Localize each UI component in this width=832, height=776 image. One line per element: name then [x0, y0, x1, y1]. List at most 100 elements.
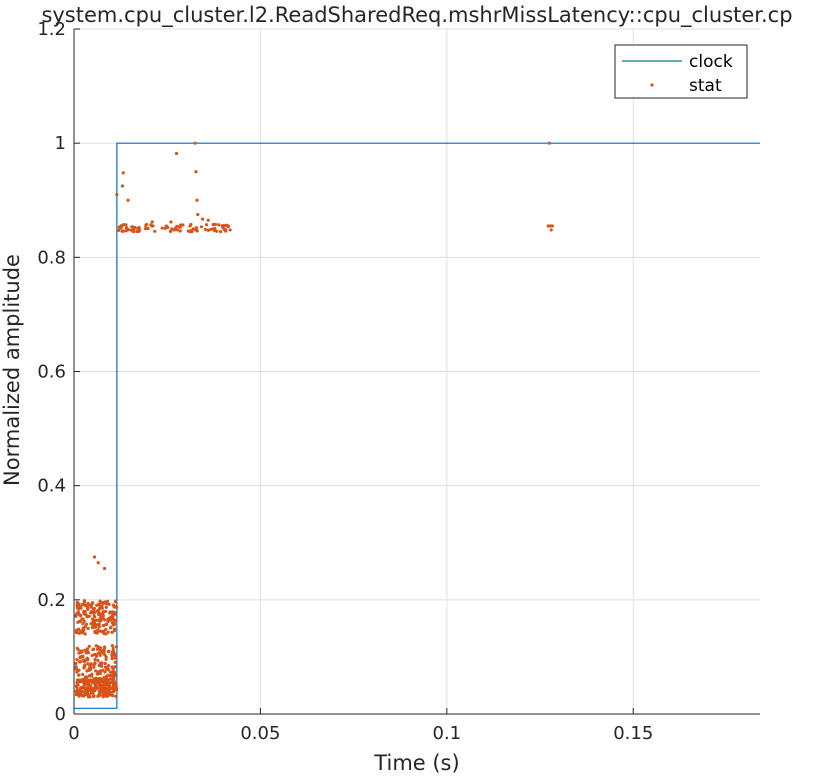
stat-point	[104, 657, 108, 662]
stat-point	[105, 680, 109, 684]
stat-point	[74, 667, 78, 671]
stat-point	[160, 226, 164, 230]
stat-point	[124, 223, 128, 227]
legend-stat-swatch	[650, 83, 654, 87]
stat-point	[81, 617, 85, 621]
stat-point	[218, 229, 223, 234]
stat-point	[111, 612, 115, 616]
stat-point	[78, 650, 83, 655]
stat-point	[77, 627, 81, 631]
stat-point	[124, 226, 129, 230]
stat-point	[206, 228, 210, 232]
stat-point	[189, 229, 193, 233]
stat-point	[93, 661, 97, 665]
stat-point	[102, 645, 107, 649]
stat-point	[92, 555, 97, 559]
stat-point	[204, 223, 209, 227]
stat-point	[104, 675, 109, 680]
stat-point	[137, 228, 142, 233]
stat-point	[86, 662, 90, 666]
stat-point	[98, 685, 102, 689]
stat-point	[172, 228, 176, 232]
stat-point	[89, 611, 93, 615]
stat-point	[107, 685, 112, 689]
stat-point	[89, 605, 93, 609]
y-tick-label: 0.6	[37, 362, 66, 383]
stat-point	[101, 668, 105, 672]
stat-point	[114, 681, 118, 685]
stat-point	[111, 674, 115, 678]
stat-point	[168, 229, 173, 233]
stat-point	[101, 614, 105, 618]
stat-point	[78, 678, 82, 682]
stat-point	[81, 672, 85, 676]
stat-point	[211, 223, 215, 227]
stat-point	[82, 619, 86, 624]
stat-point	[223, 228, 228, 232]
stat-point	[199, 225, 204, 229]
stat-point	[193, 141, 197, 145]
stat-point	[112, 681, 116, 686]
stat-point	[163, 226, 167, 230]
stat-point	[94, 676, 98, 680]
stat-point	[120, 229, 124, 233]
stat-point	[114, 656, 118, 660]
stat-point	[90, 617, 95, 621]
stat-point	[93, 657, 97, 662]
stat-point	[228, 228, 232, 232]
stat-point	[124, 229, 128, 233]
stat-point	[103, 694, 108, 698]
stat-point	[114, 645, 119, 649]
stat-point	[137, 226, 141, 230]
stat-point	[76, 683, 80, 687]
stat-point	[111, 693, 115, 698]
stat-point	[181, 223, 185, 227]
stat-point	[82, 659, 87, 664]
stat-point	[546, 224, 550, 228]
stat-point	[90, 653, 94, 657]
stat-point	[100, 604, 104, 608]
stat-point	[105, 599, 110, 603]
stat-point	[103, 618, 107, 622]
stat-point	[92, 694, 96, 698]
stat-point	[92, 607, 96, 612]
x-axis-label: Time (s)	[373, 751, 459, 775]
stat-point	[94, 687, 98, 691]
stat-point	[107, 649, 111, 653]
stat-point	[186, 229, 190, 233]
stat-point	[98, 646, 103, 650]
stat-point	[113, 665, 117, 669]
stat-point	[201, 217, 205, 221]
x-tick-label: 0.05	[240, 723, 280, 744]
stat-point	[81, 628, 85, 632]
stat-point	[96, 658, 100, 663]
stat-point	[79, 606, 83, 610]
stat-point	[112, 629, 116, 633]
stat-point	[77, 673, 81, 677]
stat-point	[194, 226, 198, 230]
stat-point	[107, 602, 111, 606]
stat-point	[196, 212, 200, 217]
stat-point	[77, 619, 81, 623]
stat-point	[90, 672, 94, 676]
stat-point	[86, 657, 90, 662]
stat-point	[103, 665, 108, 669]
stat-point	[77, 668, 81, 672]
stat-point	[89, 602, 94, 607]
stat-point	[102, 676, 106, 680]
stat-point	[82, 610, 86, 615]
stat-point	[213, 226, 217, 231]
stat-point	[92, 610, 96, 614]
stat-point	[106, 630, 110, 634]
stat-point	[102, 652, 106, 656]
stat-point	[175, 224, 179, 228]
stat-point	[209, 227, 213, 231]
stat-point	[215, 229, 219, 233]
stat-point	[83, 687, 87, 691]
stat-point	[220, 224, 224, 228]
stat-point	[96, 603, 100, 607]
stat-point	[75, 603, 79, 607]
stat-point	[103, 609, 108, 614]
stat-point	[111, 649, 115, 653]
